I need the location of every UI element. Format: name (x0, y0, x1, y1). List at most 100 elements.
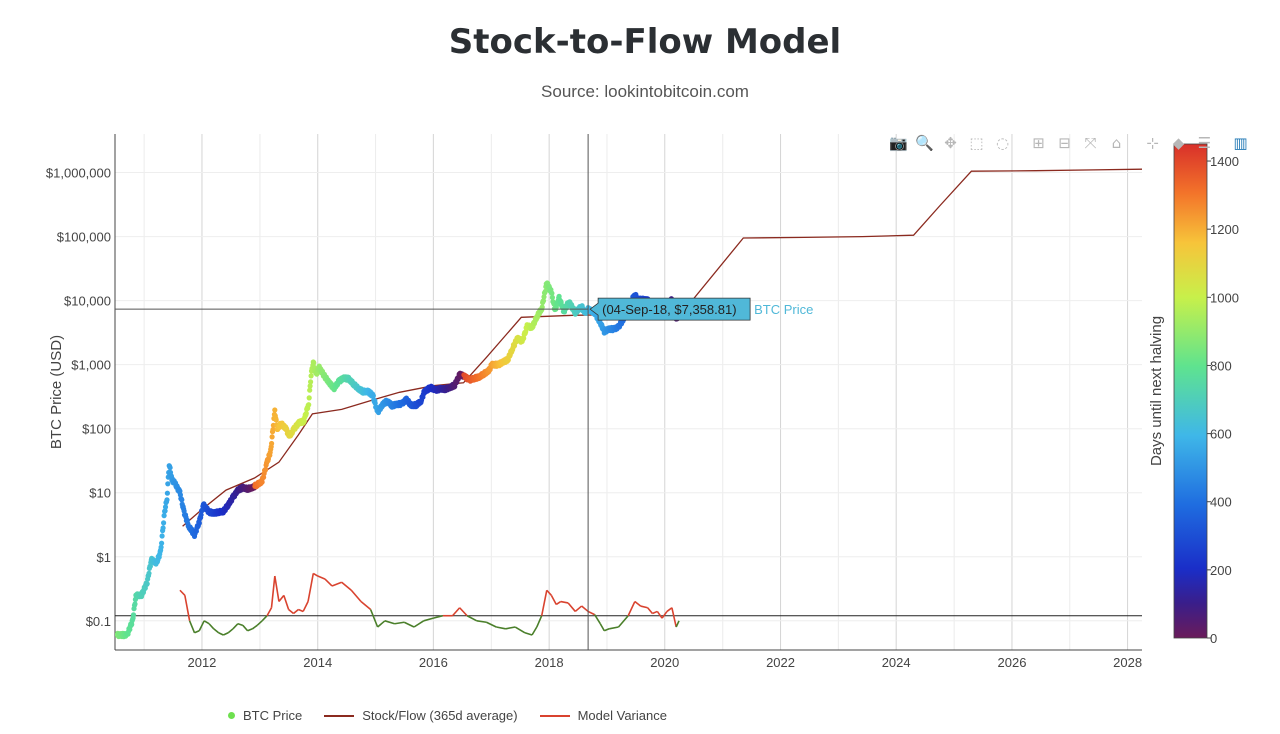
variance-segment (377, 620, 386, 628)
chart-subtitle: Source: lookintobitcoin.com (541, 82, 749, 101)
autoscale-icon[interactable]: ⤧ (1084, 134, 1097, 152)
btc-price-point (158, 544, 164, 550)
plotly-logo-icon[interactable]: ▥ (1233, 134, 1248, 152)
btc-price-point (162, 504, 169, 510)
hover-label: (04-Sep-18, $7,358.81) BTC Price (589, 297, 813, 321)
legend-label: Stock/Flow (365d average) (362, 708, 518, 723)
legend-label: BTC Price (243, 708, 303, 723)
btc-price-point (306, 395, 312, 401)
y-tick-label: $1,000 (71, 358, 111, 373)
variance-segment (546, 589, 552, 596)
y-tick-label: $10,000 (64, 294, 111, 309)
variance-segment (384, 620, 395, 625)
legend: BTC Price Stock/Flow (365d average) Mode… (228, 708, 667, 723)
btc-price-point (161, 520, 167, 526)
legend-item-model-variance[interactable]: Model Variance (539, 708, 667, 723)
btc-price-point (303, 410, 309, 416)
btc-price-point (311, 360, 317, 366)
btc-price-point (308, 379, 314, 385)
lasso-select-icon[interactable]: ◌ (995, 134, 1010, 152)
variance-segment (274, 575, 280, 602)
axes: $1,000,000 $100,000 $10,000 $1,000 $100 $10 $1… (46, 134, 1142, 670)
btc-price-point (540, 298, 547, 304)
btc-price-point (301, 418, 307, 424)
home-icon[interactable]: ⌂ (1111, 134, 1122, 152)
chart-title: Stock-to-Flow Model (448, 22, 842, 62)
btc-price-point (523, 329, 529, 335)
btc-price-point (272, 407, 278, 413)
stock-flow-line (182, 168, 1142, 527)
variance-segment (634, 600, 642, 607)
camera-icon[interactable]: 📷 (889, 134, 908, 152)
variance-segment (184, 595, 191, 621)
variance-segment (423, 617, 434, 622)
variance-segment (514, 626, 526, 634)
btc-price-point (273, 417, 279, 423)
variance-segment (223, 632, 229, 636)
variance-segment (256, 620, 263, 626)
hover-closest-icon[interactable]: ◆ (1172, 134, 1185, 152)
box-select-icon[interactable]: ⬚ (969, 134, 984, 152)
variance-segment (403, 621, 415, 628)
variance-segment (302, 601, 309, 612)
variance-segment (609, 626, 619, 630)
variance-segment (555, 600, 562, 606)
legend-swatch (228, 712, 235, 719)
variance-segment (360, 600, 372, 611)
zoom-out-icon[interactable]: ⊟ (1058, 134, 1071, 152)
btc-price-point (146, 570, 152, 576)
btc-price-point (159, 533, 165, 539)
hover-compare-icon[interactable]: ☰ (1197, 134, 1212, 152)
variance-segment (540, 590, 548, 616)
stock-flow-layer (182, 168, 1142, 527)
btc-price-point (259, 479, 265, 485)
colorbar-tick-label: 0 (1210, 631, 1217, 646)
variance-segment (194, 629, 200, 634)
variance-segment (350, 589, 362, 603)
plot-area[interactable] (115, 134, 1142, 650)
variance-segment (218, 632, 224, 636)
variance-segment (652, 610, 658, 615)
variance-segment (433, 614, 444, 619)
variance-segment (413, 620, 425, 628)
spike-lines-icon[interactable]: ⊹ (1146, 134, 1159, 152)
y-tick-label: $10 (89, 486, 111, 501)
variance-segment (252, 624, 258, 630)
colorbar-tick-label: 400 (1210, 495, 1232, 510)
y-tick-label: $100,000 (57, 230, 111, 245)
colorbar-gradient (1173, 143, 1208, 639)
btc-price-point (307, 387, 313, 393)
btc-price-point (307, 383, 313, 389)
variance-segment (451, 607, 461, 617)
gridlines (115, 134, 1142, 650)
variance-segment (324, 578, 333, 587)
variance-segment (298, 608, 304, 613)
btc-price-point (165, 481, 171, 487)
zoom-icon[interactable]: 🔍 (915, 134, 934, 152)
variance-segment (198, 620, 205, 632)
legend-item-btc-price[interactable]: BTC Price (228, 708, 302, 723)
pan-icon[interactable]: ✥ (944, 134, 957, 152)
variance-segment (536, 615, 543, 628)
variance-segment (627, 601, 636, 617)
colorbar-tick-label: 800 (1210, 358, 1232, 373)
variance-segment (237, 622, 244, 627)
variance-segment (476, 620, 487, 624)
variance-segment (179, 589, 186, 596)
btc-price-point (167, 465, 173, 471)
variance-segment (603, 628, 610, 632)
legend-item-stock-flow[interactable]: Stock/Flow (365d average) (324, 708, 518, 723)
x-tick-label: 2024 (882, 655, 911, 670)
variance-segment (560, 600, 569, 604)
variance-segment (242, 624, 249, 632)
variance-segment (666, 607, 673, 613)
btc-price-point (161, 513, 167, 519)
variance-segment (647, 607, 654, 615)
variance-segment (466, 615, 478, 622)
btc-price-point (269, 440, 275, 447)
btc-price-point (164, 490, 170, 496)
zoom-in-icon[interactable]: ⊞ (1032, 134, 1045, 152)
y-axis-title: BTC Price (USD) (48, 335, 65, 449)
colorbar[interactable]: 0 200 400 600 800 1000 1200 1400 Days until next… (1148, 143, 1239, 646)
